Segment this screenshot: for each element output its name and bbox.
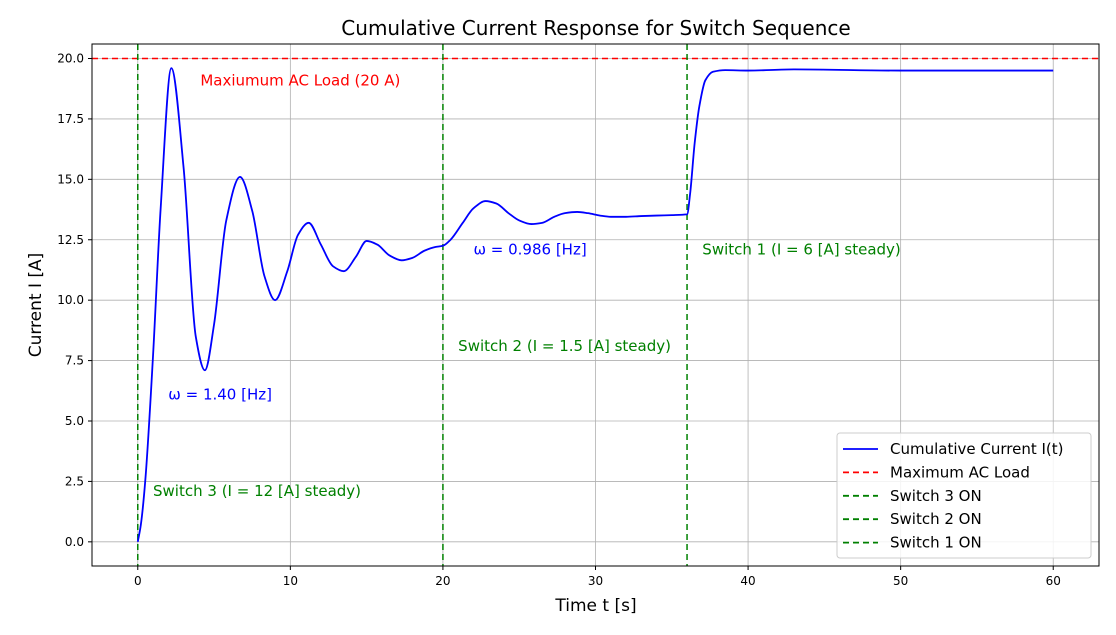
x-tick-label: 0 — [134, 574, 142, 588]
series-line-current — [136, 67, 1054, 542]
annotation-2: ω = 0.986 [Hz] — [473, 240, 586, 258]
y-tick-label: 2.5 — [65, 474, 84, 488]
y-tick-label: 17.5 — [57, 112, 84, 126]
legend-box — [836, 432, 1092, 559]
legend-label-1: Maximum AC Load — [890, 463, 1030, 481]
legend-label-2: Switch 3 ON — [890, 487, 982, 505]
legend-label-3: Switch 2 ON — [890, 510, 982, 528]
y-axis-label: Current I [A] — [26, 253, 46, 358]
y-tick-label: 15.0 — [57, 172, 84, 186]
x-axis-label: Time t [s] — [554, 596, 636, 616]
y-tick-label: 5.0 — [65, 414, 84, 428]
annotation-3: Switch 3 (I = 12 [A] steady) — [153, 482, 361, 500]
annotation-0: Maxiumum AC Load (20 A) — [200, 71, 400, 89]
annotation-1: ω = 1.40 [Hz] — [168, 385, 272, 403]
y-tick-label: 7.5 — [65, 354, 84, 368]
annotations: Maxiumum AC Load (20 A) ω = 1.40 [Hz] ω = … — [153, 71, 901, 500]
y-tick-label: 0.0 — [65, 535, 84, 549]
x-tick-label: 20 — [435, 574, 450, 588]
y-axis-ticks: 0.0 2.5 5.0 7.5 10.0 12.5 15.0 17.5 20.0 — [57, 52, 92, 549]
y-tick-label: 10.0 — [57, 293, 84, 307]
reference-lines — [92, 44, 1099, 566]
x-tick-label: 10 — [283, 574, 298, 588]
x-axis-ticks: 0 10 20 30 40 50 60 — [134, 566, 1061, 588]
y-tick-label: 20.0 — [57, 52, 84, 66]
legend: Cumulative Current I(t) Maximum AC Load Sw… — [836, 432, 1092, 559]
series-layer — [136, 67, 1054, 542]
chart-title: Cumulative Current Response for Switch S… — [341, 16, 850, 40]
grid — [92, 44, 1099, 566]
annotation-4: Switch 2 (I = 1.5 [A] steady) — [458, 337, 671, 355]
x-tick-label: 30 — [588, 574, 603, 588]
x-tick-label: 40 — [740, 574, 755, 588]
legend-label-0: Cumulative Current I(t) — [890, 440, 1064, 458]
x-tick-label: 60 — [1046, 574, 1061, 588]
x-tick-label: 50 — [893, 574, 908, 588]
y-tick-label: 12.5 — [57, 233, 84, 247]
annotation-5: Switch 1 (I = 6 [A] steady) — [702, 240, 900, 258]
legend-label-4: Switch 1 ON — [890, 534, 982, 552]
